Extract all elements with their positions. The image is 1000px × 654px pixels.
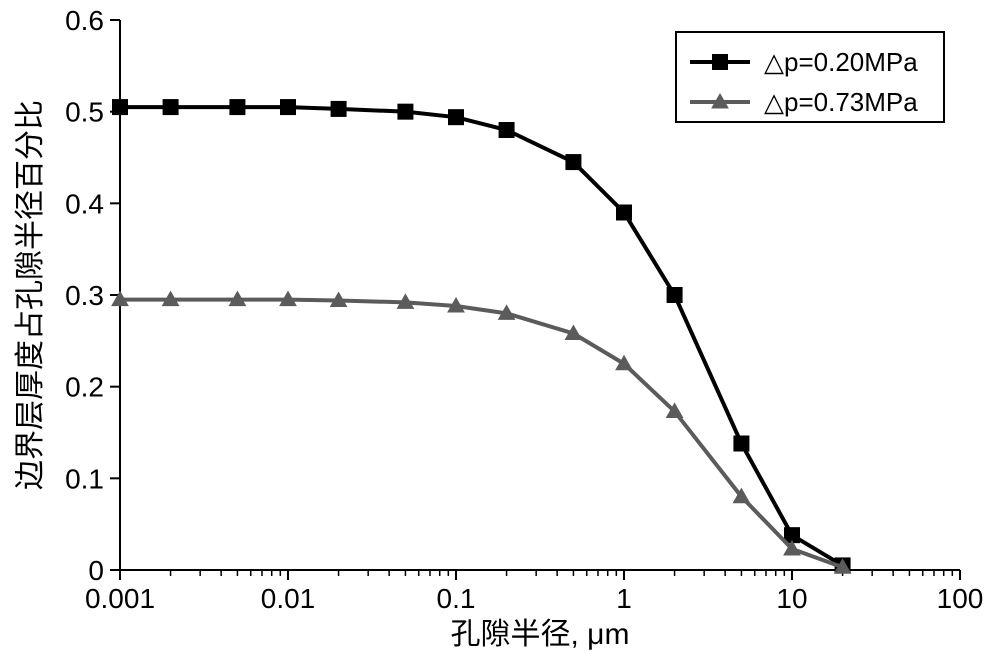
x-axis-label: 孔隙半径, μm [451,618,630,651]
y-tick-label: 0.5 [65,97,104,128]
chart-svg: 0 0.1 0.2 0.3 0.4 0.5 0.6 0.001 0.01 0.1 1 10 100 孔隙半… [0,0,1000,654]
x-tick-label: 0.1 [437,583,476,614]
y-tick-label: 0.6 [65,5,104,36]
legend-label-0: △p=0.20MPa [764,47,918,77]
y-tick-label: 0.2 [65,372,104,403]
y-tick-label: 0.3 [65,280,104,311]
x-tick-label: 10 [776,583,807,614]
chart-container: 0 0.1 0.2 0.3 0.4 0.5 0.6 0.001 0.01 0.1 1 10 100 孔隙半… [0,0,1000,654]
x-tick-label: 100 [937,583,984,614]
y-tick-label: 0 [88,555,104,586]
y-tick-label: 0.4 [65,188,104,219]
x-tick-label: 1 [616,583,632,614]
series-1 [111,291,851,574]
y-axis-label: 边界层厚度占孔隙半径百分比 [14,100,47,490]
legend-label-1: △p=0.73MPa [764,87,918,117]
x-tick-label: 0.001 [85,583,155,614]
x-tick-label: 0.01 [261,583,316,614]
y-tick-label: 0.1 [65,463,104,494]
